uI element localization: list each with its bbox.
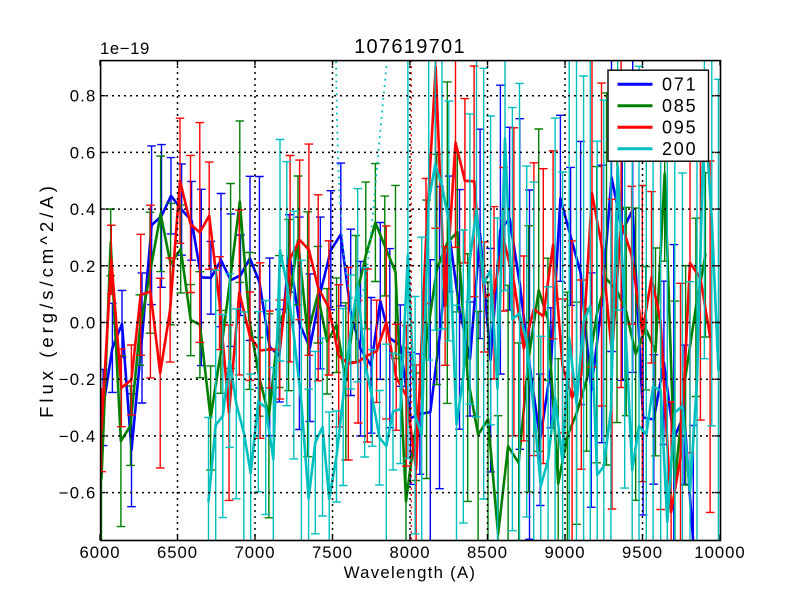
svg-text:0.8: 0.8 (70, 87, 97, 106)
svg-text:−0.4: −0.4 (59, 427, 97, 446)
svg-text:0.4: 0.4 (70, 200, 97, 219)
svg-text:6000: 6000 (79, 543, 120, 562)
svg-text:085: 085 (662, 96, 697, 116)
svg-text:0.0: 0.0 (70, 314, 97, 333)
svg-text:107619701: 107619701 (354, 36, 466, 58)
svg-text:Flux (erg/s/cm^2/A): Flux (erg/s/cm^2/A) (36, 182, 57, 418)
svg-text:−0.6: −0.6 (59, 484, 97, 503)
svg-text:200: 200 (662, 139, 697, 159)
svg-text:9500: 9500 (622, 543, 663, 562)
svg-text:Wavelength (A): Wavelength (A) (344, 563, 477, 582)
svg-text:071: 071 (662, 74, 697, 94)
svg-text:8500: 8500 (467, 543, 508, 562)
svg-text:9000: 9000 (544, 543, 585, 562)
svg-text:1e−19: 1e−19 (100, 39, 150, 58)
svg-text:−0.2: −0.2 (59, 370, 97, 389)
svg-text:6500: 6500 (157, 543, 198, 562)
svg-text:8000: 8000 (389, 543, 430, 562)
svg-text:0.2: 0.2 (70, 257, 97, 276)
svg-text:7000: 7000 (234, 543, 275, 562)
svg-text:7500: 7500 (312, 543, 353, 562)
svg-text:10000: 10000 (694, 543, 745, 562)
svg-text:0.6: 0.6 (70, 143, 97, 162)
svg-text:095: 095 (662, 117, 697, 137)
